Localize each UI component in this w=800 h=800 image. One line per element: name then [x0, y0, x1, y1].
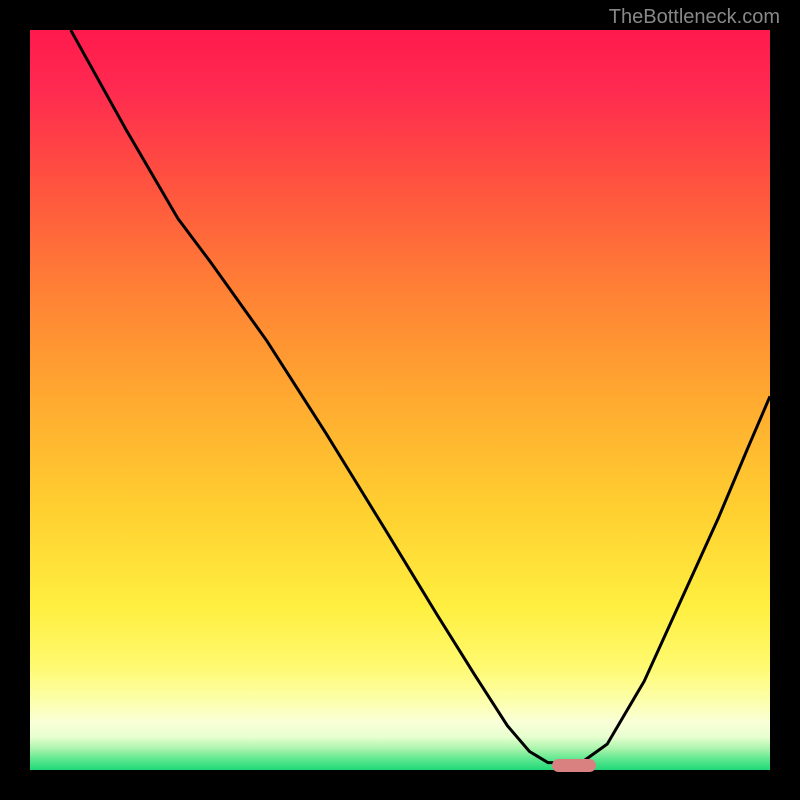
- chart-plot-area: [30, 30, 770, 770]
- optimal-marker: [552, 759, 596, 772]
- bottleneck-curve: [30, 30, 770, 770]
- watermark-text: TheBottleneck.com: [609, 6, 780, 29]
